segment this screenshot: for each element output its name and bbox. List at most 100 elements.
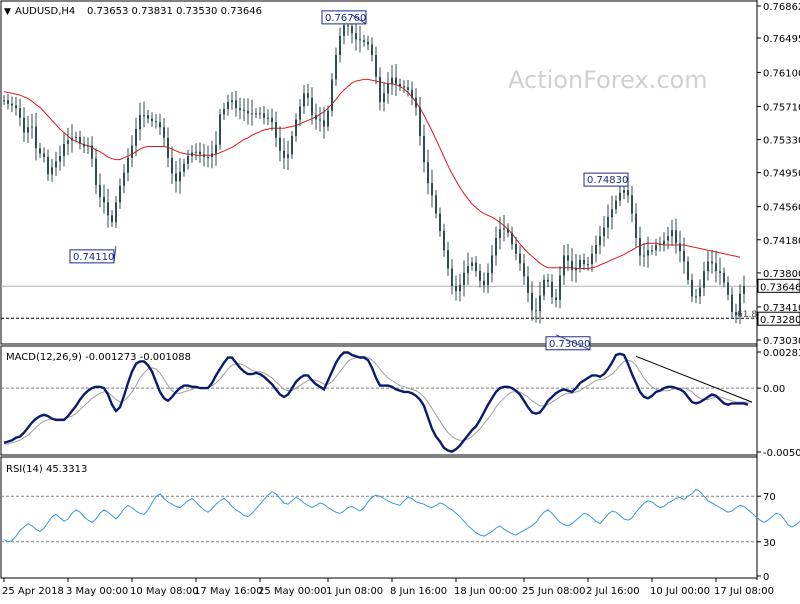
candle-body (255, 113, 257, 115)
candle-body (419, 107, 421, 137)
candle-body (171, 157, 173, 174)
candle-body (703, 271, 705, 288)
candle-body (367, 41, 369, 45)
candle-body (615, 200, 617, 210)
candle-body (727, 282, 729, 295)
price-candle (523, 253, 525, 285)
candle-body (207, 156, 209, 158)
price-candle (47, 149, 49, 181)
price-candle (447, 241, 449, 277)
candle-body (231, 100, 233, 103)
candle-body (167, 137, 169, 158)
candle-body (147, 115, 149, 119)
price-candle (191, 145, 193, 163)
price-candle (255, 108, 257, 119)
annotation-label: 0.74110 (73, 252, 114, 263)
candle-body (163, 127, 165, 138)
annotation-label: 0.73090 (549, 339, 590, 350)
candle-body (683, 251, 685, 262)
price-candle (407, 79, 409, 97)
candle-body (551, 281, 553, 298)
support-price-box (757, 311, 800, 326)
price-candle (107, 188, 109, 228)
candle-body (667, 236, 669, 241)
candle-body (391, 77, 393, 84)
rsi-line (3, 488, 800, 543)
price-candle (135, 117, 137, 156)
candle-body (435, 195, 437, 214)
price-candle (67, 127, 69, 156)
candle-body (7, 100, 9, 104)
candle-body (447, 250, 449, 269)
candle-body (119, 185, 121, 203)
candle-body (143, 115, 145, 117)
price-candle (275, 111, 277, 148)
candle-body (331, 79, 333, 111)
candle-body (723, 272, 725, 283)
candle-body (439, 213, 441, 232)
price-candle (323, 106, 325, 139)
price-candle (699, 279, 701, 304)
price-candle (219, 109, 221, 150)
price-candle (211, 140, 213, 169)
price-candle (231, 91, 233, 110)
candle-body (575, 267, 577, 271)
price-candle (91, 136, 93, 168)
price-candle (607, 204, 609, 239)
price-annotation: 0.73090 (545, 334, 591, 351)
candle-body (399, 83, 401, 87)
candle-body (715, 263, 717, 272)
x-tick-label: 17 Jul 08:00 (714, 586, 774, 597)
price-candle (163, 117, 165, 147)
macd-tick-label: 0.002839 (763, 348, 800, 359)
price-candle (167, 127, 169, 168)
price-candle (383, 82, 385, 112)
candle-body (411, 89, 413, 98)
candle-body (451, 268, 453, 286)
price-candle (535, 297, 537, 323)
price-candle (495, 226, 497, 266)
candle-body (403, 86, 405, 88)
fib-label: 61.8 (737, 310, 757, 320)
price-candle (707, 251, 709, 281)
price-candle (547, 273, 549, 288)
candle-body (455, 285, 457, 292)
price-candle (499, 216, 501, 250)
price-candle (207, 145, 209, 168)
price-candle (691, 273, 693, 303)
candle-body (123, 172, 125, 186)
price-candle (471, 257, 473, 271)
price-tick-label: 0.76862 (763, 2, 800, 13)
price-candle (55, 151, 57, 176)
symbol-dropdown-icon[interactable]: ▼ (4, 7, 11, 17)
price-candle (291, 130, 293, 160)
candle-body (611, 209, 613, 218)
candle-body (127, 157, 129, 173)
price-candle (415, 88, 417, 116)
price-candle (263, 106, 265, 125)
candle-body (47, 156, 49, 175)
price-candle (371, 37, 373, 62)
candle-body (671, 230, 673, 237)
price-candle (727, 276, 729, 301)
annotation-box (583, 172, 629, 187)
candle-body (371, 44, 373, 55)
candle-body (215, 144, 217, 154)
rsi-title: RSI(14) 45.3313 (6, 464, 87, 475)
candle-body (491, 255, 493, 273)
candle-body (159, 122, 161, 128)
price-candle (663, 232, 665, 252)
moving-average-line (3, 78, 741, 269)
candle-body (79, 136, 81, 144)
candle-body (99, 184, 101, 198)
price-candle (87, 137, 89, 155)
price-candle (443, 223, 445, 257)
price-candle (267, 109, 269, 126)
price-candle (199, 142, 201, 163)
price-candle (23, 107, 25, 142)
price-candle (399, 78, 401, 92)
candle-body (523, 263, 525, 277)
candle-body (115, 202, 117, 223)
